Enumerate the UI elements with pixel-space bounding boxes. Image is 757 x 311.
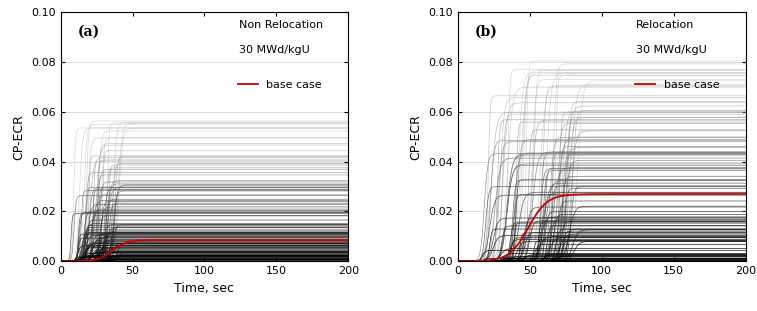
Text: 30 MWd/kgU: 30 MWd/kgU xyxy=(637,45,707,55)
Text: (a): (a) xyxy=(78,25,100,39)
Legend: base case: base case xyxy=(233,75,326,94)
X-axis label: Time, sec: Time, sec xyxy=(572,282,632,295)
Y-axis label: CP-ECR: CP-ECR xyxy=(410,114,422,160)
Y-axis label: CP-ECR: CP-ECR xyxy=(12,114,26,160)
Text: Relocation: Relocation xyxy=(637,20,695,30)
Text: 30 MWd/kgU: 30 MWd/kgU xyxy=(239,45,310,55)
X-axis label: Time, sec: Time, sec xyxy=(174,282,235,295)
Text: Non Relocation: Non Relocation xyxy=(239,20,323,30)
Text: (b): (b) xyxy=(475,25,498,39)
Legend: base case: base case xyxy=(631,75,724,94)
